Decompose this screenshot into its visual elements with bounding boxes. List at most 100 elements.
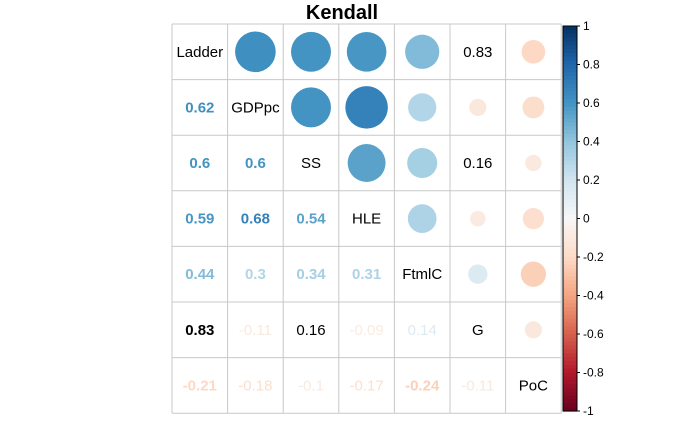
diagonal-label-poc: PoC [519,377,548,394]
colorbar-segment [563,357,577,362]
coef-circle [522,96,545,119]
colorbar-segment [563,349,577,354]
colorbar-segment [563,395,577,401]
colorbar-segment [563,257,577,262]
colorbar-segment [563,364,577,370]
colorbar-segment [563,45,577,50]
colorbar-segment [563,83,577,89]
coef-label: 0.54 [296,211,326,228]
diagonal-label-ss: SS [301,155,321,172]
colorbar-segment [563,391,577,397]
coef-label: 0.83 [185,322,214,339]
colorbar-segment [563,95,577,100]
coef-label: -0.21 [183,377,217,394]
colorbar-segment [563,33,577,39]
coef-label: -0.1 [298,377,324,394]
coef-label: 0.68 [241,211,270,228]
coef-circle [521,39,546,64]
colorbar-tick-label: -1 [583,404,594,418]
coef-circle [525,154,542,172]
coef-circle [407,204,437,233]
colorbar-tick-label: -0.2 [583,250,604,264]
colorbar-tick-label: -0.6 [583,327,604,341]
colorbar-segment [563,303,577,308]
colorbar-segment [563,68,577,73]
colorbar-segment [563,149,577,154]
colorbar-segment [563,60,577,66]
coef-circle [520,261,547,287]
coef-label: -0.09 [349,322,383,339]
colorbar-segment [563,99,577,104]
coef-circle [468,264,488,284]
coef-circle [346,31,387,72]
colorbar-segment [563,133,577,139]
coef-circle [524,321,542,339]
colorbar-segment [563,199,577,204]
colorbar-tick-label: 0 [583,212,590,226]
coef-circle [405,34,440,69]
colorbar-segment [563,122,577,127]
colorbar-segment [563,41,577,46]
colorbar-segment [563,118,577,123]
coef-text-upper: 0.83 [463,44,492,61]
colorbar-segment [563,318,577,324]
colorbar-segment [563,114,577,119]
colorbar-segment [563,91,577,96]
colorbar-segment [563,345,577,350]
coef-circle [470,210,486,227]
colorbar-tick-label: 0.4 [583,135,600,149]
coef-label: -0.11 [239,322,272,339]
coef-label: 0.34 [296,266,326,283]
matrix-cells: Ladder 0.83 0.62 GDPpc 0.6 0.6 SS 0.16 0.59 0.68 0… [176,31,548,394]
colorbar-segment [563,337,577,343]
colorbar-segment [563,56,577,62]
colorbar-segment [563,384,577,389]
matrix-grid [171,23,562,414]
colorbar-segment [563,249,577,254]
colorbar-segment [563,137,577,143]
coef-label: 0.59 [185,211,214,228]
colorbar-segment [563,126,577,131]
colorbar-segment [563,295,577,300]
colorbar-segment [563,76,577,81]
coef-circle [235,31,276,73]
coef-label: -0.18 [238,377,272,394]
colorbar-segment [563,260,577,266]
coef-label: 0.62 [185,99,214,116]
colorbar-segment [563,291,577,297]
colorbar-segment [563,210,577,216]
colorbar: 1 0.8 0.6 0.4 0.2 0 -0.2 -0.4 -0.6 -0.8 -1 [562,19,604,418]
colorbar-segment [563,237,577,243]
colorbar-segment [563,387,577,393]
colorbar-segment [563,214,577,220]
coef-text-upper: 0.16 [463,155,492,172]
coef-label: 0.6 [189,155,210,172]
coef-label: 0.31 [352,266,381,283]
colorbar-segment [563,29,577,35]
diagonal-label-gdppc: GDPpc [231,99,280,116]
colorbar-tick-label: 0.6 [583,96,600,110]
colorbar-segment [563,156,577,162]
colorbar-segment [563,129,577,135]
coef-circle [291,87,331,128]
colorbar-segment [563,264,577,270]
colorbar-segment [563,310,577,316]
coef-circle [522,207,545,230]
colorbar-tick-label: 0.2 [583,173,600,187]
colorbar-segment [563,187,577,193]
colorbar-segment [563,314,577,320]
colorbar-segment [563,330,577,335]
colorbar-segment [563,368,577,374]
colorbar-segment [563,287,577,293]
colorbar-segment [563,103,577,108]
colorbar-segment [563,403,577,408]
colorbar-segment [563,276,577,281]
coef-label: 0.44 [185,266,215,283]
colorbar-segment [563,195,577,200]
colorbar-segment [563,141,577,146]
coef-label: 0.3 [245,266,266,283]
colorbar-segment [563,145,577,150]
colorbar-segment [563,52,577,58]
colorbar-segment [563,72,577,77]
